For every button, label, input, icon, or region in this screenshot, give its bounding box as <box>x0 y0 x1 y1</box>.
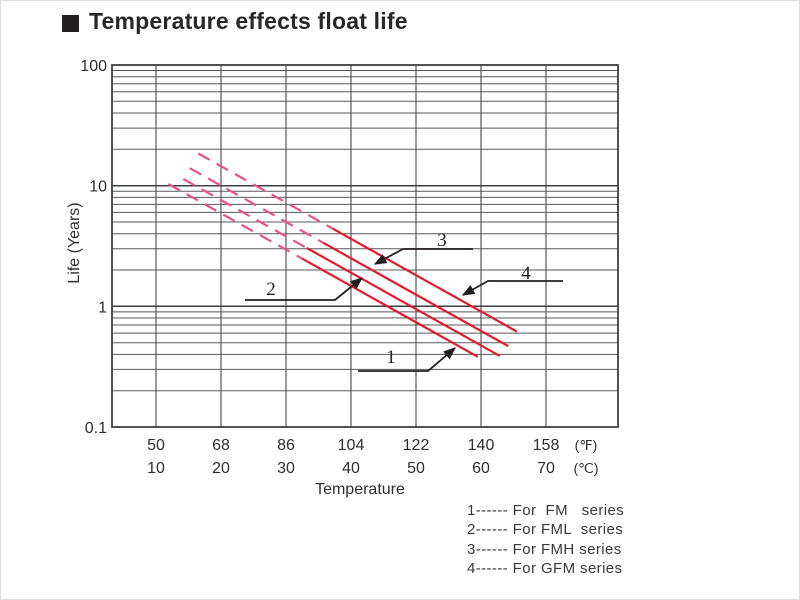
series-line-4-solid <box>332 227 518 333</box>
x-tick-label: 86 <box>277 437 295 454</box>
x-tick-label: 140 <box>468 437 495 454</box>
x-tick-label: 20 <box>212 460 230 477</box>
x-tick-label: 40 <box>342 460 360 477</box>
x-tick-label: 10 <box>147 460 165 477</box>
x-tick-label: 158 <box>533 437 560 454</box>
x-tick-label: 60 <box>472 460 490 477</box>
x-axis-title: Temperature <box>315 481 405 498</box>
y-axis-title: Life (Years) <box>66 202 83 283</box>
title-bullet-icon <box>62 14 79 32</box>
series-line-1-dashed <box>167 182 303 260</box>
callout-line-3 <box>373 248 473 265</box>
series-line-3-dashed <box>189 167 324 244</box>
legend: 1------ For FM series 2------ For FML se… <box>467 501 624 579</box>
callout-line-4 <box>461 280 563 296</box>
x-tick-label: 70 <box>537 460 555 477</box>
plot-border <box>111 64 619 428</box>
legend-item-1: 1------ For FM series <box>467 502 625 519</box>
y-tick-label: 10 <box>89 179 107 196</box>
x-axis-unit: (℉) <box>575 437 598 453</box>
x-tick-label: 30 <box>277 460 295 477</box>
legend-item-2: 2------ For FML series <box>467 521 624 539</box>
x-tick-label: 68 <box>212 437 230 454</box>
x-tick-label: 50 <box>407 460 425 477</box>
legend-item-3: 3------ For FMH series <box>467 540 622 558</box>
x-tick-label: 122 <box>403 437 430 454</box>
y-tick-label: 1 <box>98 299 107 316</box>
callout-label-1: 1 <box>386 347 396 368</box>
callout-label-4: 4 <box>521 263 531 284</box>
callout-line-2 <box>245 277 363 301</box>
x-tick-label: 104 <box>338 437 365 454</box>
callout-label-2: 2 <box>266 279 276 300</box>
series-line-4-dashed <box>197 152 334 230</box>
chart-header: Temperature effects float life <box>62 8 408 35</box>
y-tick-label: 100 <box>80 58 107 75</box>
x-tick-label: 50 <box>147 437 165 454</box>
legend-item-4: 4------ For GFM series <box>467 560 623 578</box>
page-title: Temperature effects float life <box>89 8 408 34</box>
series-line-3-solid <box>322 241 509 348</box>
x-axis-unit: (℃) <box>573 460 598 476</box>
callout-label-3: 3 <box>437 230 447 251</box>
callout-line-1 <box>358 347 456 372</box>
series-line-1-solid <box>301 257 479 358</box>
series-line-2-dashed <box>182 178 308 249</box>
series-line-2-solid <box>306 247 501 357</box>
y-tick-label: 0.1 <box>85 420 107 437</box>
